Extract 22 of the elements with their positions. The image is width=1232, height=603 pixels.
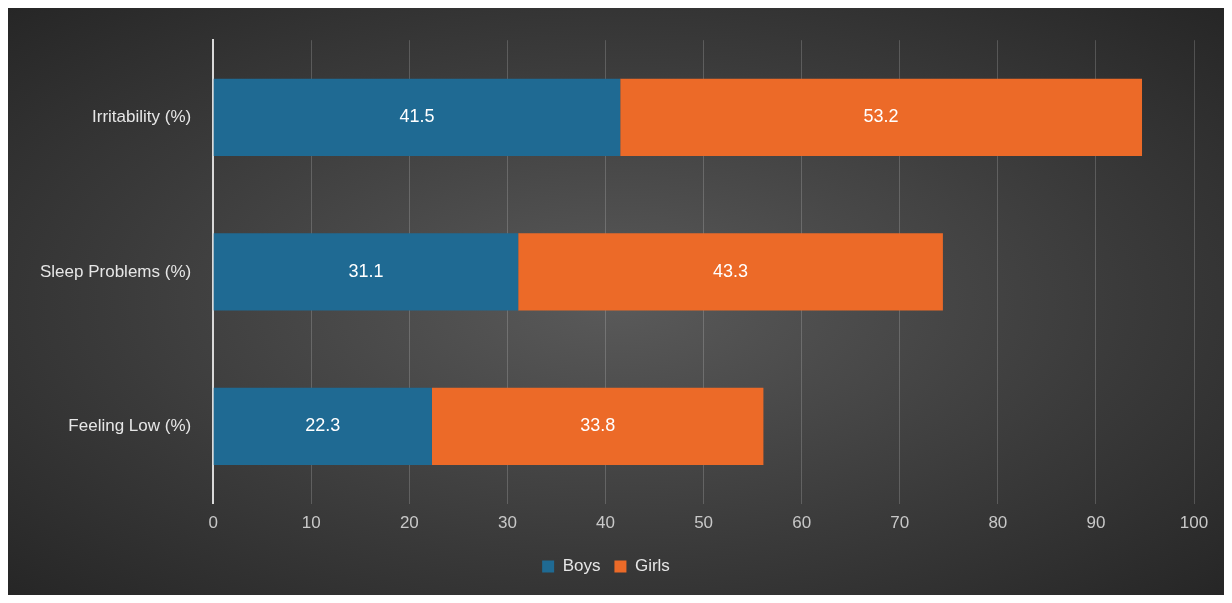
y-tick-label: Sleep Problems (%) [39, 261, 192, 281]
y-tick-label: Feeling Low (%) [68, 416, 192, 436]
legend-label: Girls [634, 556, 670, 576]
y-tick-label: Irritability (%) [91, 107, 192, 127]
x-tick-label: 20 [399, 513, 419, 533]
x-tick-label: 90 [1086, 513, 1106, 533]
data-label: 31.1 [348, 260, 384, 281]
x-tick-label: 30 [497, 513, 517, 533]
x-tick-label: 70 [890, 513, 910, 533]
data-label: 41.5 [399, 106, 435, 127]
data-label: 22.3 [305, 415, 341, 436]
x-tick-label: 40 [596, 513, 615, 533]
x-tick-label: 10 [301, 513, 321, 533]
data-label: 53.2 [863, 106, 899, 127]
x-tick-label: 100 [1179, 513, 1209, 533]
data-label: 43.3 [713, 260, 749, 281]
x-tick-label: 60 [792, 513, 812, 533]
x-tick-label: 50 [694, 513, 714, 533]
data-label: 33.8 [580, 415, 616, 436]
x-tick-label: 80 [988, 513, 1008, 533]
legend-label: Boys [562, 556, 601, 576]
x-tick-label: 0 [208, 513, 218, 533]
